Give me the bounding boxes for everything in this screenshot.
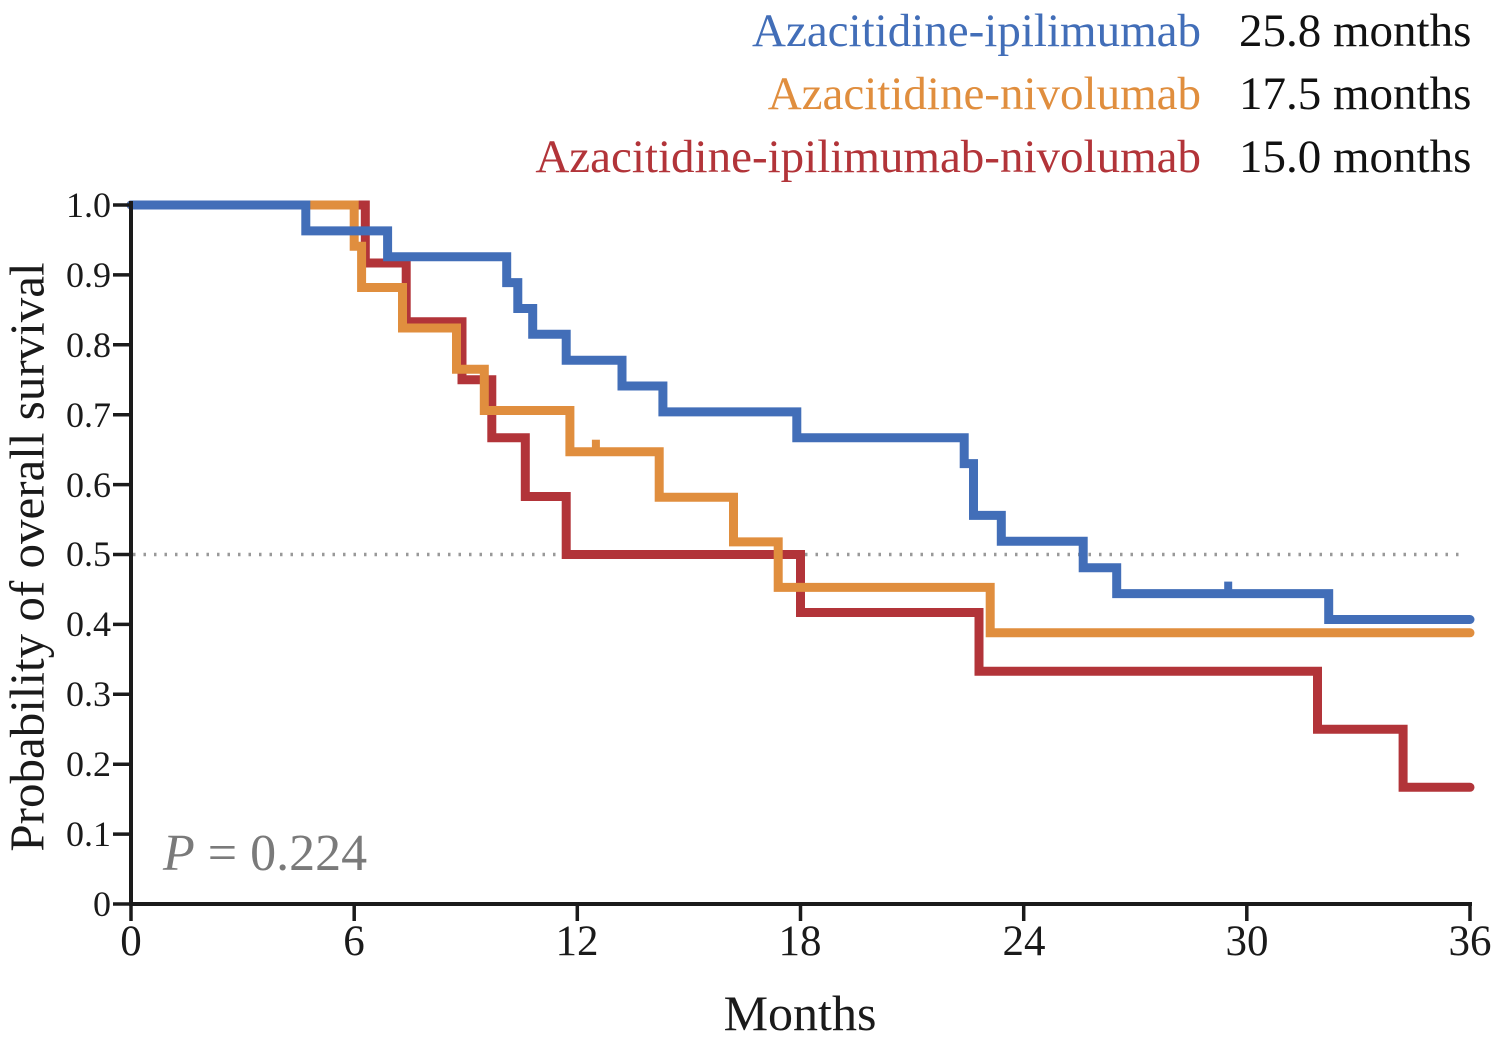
legend-median-azacitidine-nivolumab: 17.5 months bbox=[1239, 68, 1472, 120]
y-tick-label: 0.4 bbox=[66, 604, 111, 644]
x-tick-label: 0 bbox=[120, 918, 142, 965]
legend-label-azacitidine-ipilimumab: Azacitidine-ipilimumab bbox=[752, 5, 1201, 57]
x-axis-title: Months bbox=[723, 985, 877, 1041]
legend-row-azacitidine-nivolumab: Azacitidine-nivolumab 17.5 months bbox=[0, 63, 1497, 126]
y-tick-label: 1.0 bbox=[66, 185, 111, 225]
y-tick-label: 0.9 bbox=[66, 255, 111, 295]
legend-row-azacitidine-ipilimumab-nivolumab: Azacitidine-ipilimumab-nivolumab 15.0 mo… bbox=[0, 126, 1497, 189]
legend-median-azacitidine-ipilimumab: 25.8 months bbox=[1239, 5, 1472, 57]
x-tick-label: 6 bbox=[343, 918, 365, 965]
y-tick-label: 0 bbox=[93, 884, 111, 924]
x-tick-label: 12 bbox=[555, 918, 599, 965]
legend-label-azacitidine-ipilimumab-nivolumab: Azacitidine-ipilimumab-nivolumab bbox=[535, 131, 1201, 183]
x-tick-label: 36 bbox=[1448, 918, 1492, 965]
y-axis-title: Probability of overall survival bbox=[0, 262, 55, 852]
legend-row-azacitidine-ipilimumab: Azacitidine-ipilimumab 25.8 months bbox=[0, 0, 1497, 63]
y-tick-label: 0.5 bbox=[66, 534, 111, 574]
y-tick-label: 0.2 bbox=[66, 744, 111, 784]
x-tick-label: 24 bbox=[1002, 918, 1046, 965]
p-value-label: P bbox=[163, 825, 195, 882]
p-value-annotation: P = 0.224 bbox=[163, 828, 367, 880]
y-tick-label: 0.8 bbox=[66, 325, 111, 365]
y-tick-label: 0.6 bbox=[66, 465, 111, 505]
p-value-number: = 0.224 bbox=[207, 825, 368, 882]
x-axis-tick-marks bbox=[129, 905, 1472, 921]
y-tick-label: 0.1 bbox=[66, 814, 111, 854]
km-curve-azacitidine-ipilimumab bbox=[126, 200, 1475, 624]
y-tick-label: 0.3 bbox=[66, 674, 111, 714]
legend: Azacitidine-ipilimumab 25.8 months Azaci… bbox=[0, 0, 1497, 189]
km-curve-azacitidine-ipilimumab-nivolumab bbox=[126, 200, 1475, 792]
y-axis-tick-marks bbox=[113, 203, 130, 906]
km-curve-azacitidine-nivolumab bbox=[126, 200, 1475, 638]
x-tick-label: 18 bbox=[778, 918, 822, 965]
legend-label-azacitidine-nivolumab: Azacitidine-nivolumab bbox=[767, 68, 1201, 120]
legend-median-azacitidine-ipilimumab-nivolumab: 15.0 months bbox=[1239, 131, 1472, 183]
x-tick-label: 30 bbox=[1225, 918, 1269, 965]
y-tick-label: 0.7 bbox=[66, 395, 111, 435]
